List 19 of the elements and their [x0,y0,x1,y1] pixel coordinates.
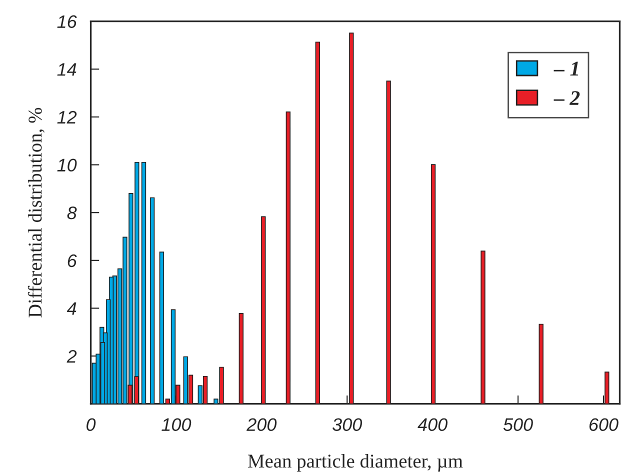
x-tick-label: 200 [246,418,277,431]
y-tick-label: 14 [57,63,76,76]
legend-label: – 2 [554,91,580,105]
y-tick-label: 10 [57,158,77,172]
y-tick-label: 2 [66,350,77,363]
x-tick-label: 100 [162,418,192,431]
y-tick-label: 4 [66,302,76,315]
y-tick-label: 16 [57,15,77,28]
y-tick-label: 8 [67,206,77,220]
x-tick-label: 300 [332,418,362,431]
x-tick-label: 600 [589,418,618,431]
x-axis-title: Mean particle diameter, µm [248,454,463,472]
legend-label: – 1 [554,62,578,76]
x-tick-label: 500 [503,418,533,431]
y-axis-title: Differential distribution, % [28,108,45,318]
y-tick-label: 12 [57,110,77,124]
x-tick-label: 400 [418,418,448,431]
x-tick-label: 0 [86,418,96,431]
y-tick-label: 6 [68,254,77,268]
